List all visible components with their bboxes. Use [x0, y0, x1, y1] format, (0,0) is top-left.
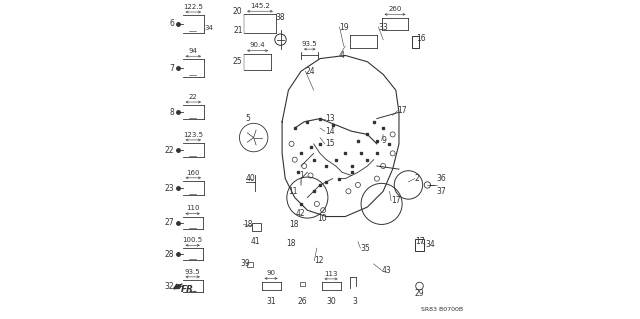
Text: 8: 8 — [170, 108, 174, 117]
Text: SR83 B0700B: SR83 B0700B — [421, 307, 463, 312]
Text: 36: 36 — [437, 174, 447, 183]
Text: 22: 22 — [189, 94, 198, 100]
Text: 19: 19 — [340, 23, 349, 32]
Text: 260: 260 — [388, 6, 402, 12]
Text: 43: 43 — [381, 266, 391, 275]
Text: 40: 40 — [246, 174, 255, 183]
Text: 15: 15 — [324, 139, 334, 148]
Text: 37: 37 — [437, 187, 447, 196]
Text: 17: 17 — [397, 106, 407, 115]
Text: 18: 18 — [286, 239, 296, 248]
Text: 13: 13 — [324, 114, 334, 123]
Text: 34: 34 — [205, 25, 214, 31]
Text: 113: 113 — [324, 271, 338, 277]
Text: 122.5: 122.5 — [183, 4, 203, 10]
Text: 20: 20 — [233, 7, 243, 16]
Text: 90.4: 90.4 — [250, 42, 266, 48]
Text: 31: 31 — [266, 297, 276, 306]
Text: 10: 10 — [317, 214, 327, 223]
Bar — [415, 239, 424, 251]
Text: 34: 34 — [425, 241, 435, 249]
Text: 1: 1 — [300, 171, 304, 180]
Text: 35: 35 — [360, 244, 370, 253]
Text: 110: 110 — [186, 205, 200, 211]
Text: 33: 33 — [378, 23, 388, 32]
Bar — [300, 282, 305, 286]
Text: 4: 4 — [340, 51, 344, 60]
Text: 29: 29 — [415, 289, 424, 298]
Text: 12: 12 — [314, 256, 324, 265]
Text: 38: 38 — [276, 13, 285, 22]
Text: 28: 28 — [164, 250, 174, 259]
Text: 17: 17 — [415, 237, 424, 246]
Text: 160: 160 — [186, 170, 200, 176]
Text: 2: 2 — [415, 174, 419, 183]
Text: 25: 25 — [233, 57, 243, 66]
Text: 30: 30 — [326, 297, 336, 306]
Text: 42: 42 — [296, 209, 305, 218]
Text: 23: 23 — [164, 184, 174, 193]
Text: 32: 32 — [164, 282, 174, 291]
Text: 5: 5 — [245, 114, 250, 123]
Text: 9: 9 — [381, 136, 387, 145]
Text: 93.5: 93.5 — [302, 41, 317, 47]
Text: 21: 21 — [233, 26, 243, 35]
Text: 3: 3 — [352, 297, 357, 306]
Text: 41: 41 — [250, 237, 260, 246]
Text: 24: 24 — [306, 67, 316, 76]
Text: 18: 18 — [244, 220, 253, 229]
Text: 94: 94 — [189, 48, 198, 54]
Text: 90: 90 — [266, 270, 276, 276]
Bar — [412, 36, 419, 48]
Text: 26: 26 — [298, 297, 307, 306]
Text: 18: 18 — [289, 220, 299, 229]
Text: 7: 7 — [169, 63, 174, 72]
Text: 11: 11 — [289, 187, 298, 196]
Text: FR.: FR. — [180, 285, 197, 294]
Text: 14: 14 — [324, 127, 334, 136]
Text: 39: 39 — [241, 259, 250, 268]
Text: 6: 6 — [169, 19, 174, 28]
Text: 22: 22 — [164, 146, 174, 155]
Text: 16: 16 — [417, 33, 426, 42]
Text: 100.5: 100.5 — [182, 237, 203, 243]
Text: 93.5: 93.5 — [185, 269, 200, 275]
Text: 145.2: 145.2 — [250, 3, 270, 9]
Bar — [247, 262, 253, 267]
Text: 27: 27 — [164, 218, 174, 227]
Bar — [252, 223, 261, 231]
Text: 123.5: 123.5 — [183, 132, 204, 138]
Text: 17: 17 — [391, 196, 401, 205]
